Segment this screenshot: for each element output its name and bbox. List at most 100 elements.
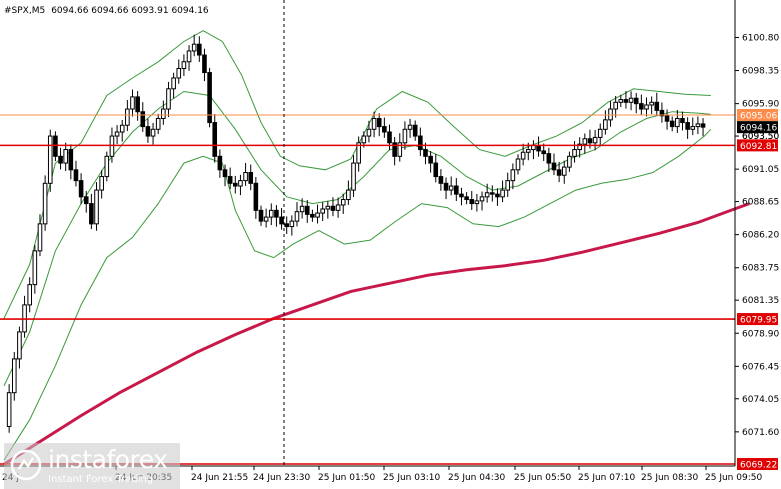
candle[interactable]: [423, 142, 428, 165]
candle[interactable]: [78, 173, 84, 205]
candle[interactable]: [104, 151, 110, 182]
candle[interactable]: [556, 161, 562, 183]
candle[interactable]: [669, 116, 675, 132]
candle[interactable]: [181, 54, 187, 76]
candle[interactable]: [469, 191, 475, 210]
candle[interactable]: [644, 97, 649, 117]
candle[interactable]: [248, 164, 254, 191]
candle[interactable]: [32, 245, 38, 294]
candle[interactable]: [89, 193, 94, 230]
candle[interactable]: [592, 129, 598, 151]
candle[interactable]: [47, 129, 53, 192]
candle[interactable]: [448, 176, 454, 196]
candle[interactable]: [27, 277, 32, 313]
candle[interactable]: [83, 191, 89, 213]
candle[interactable]: [633, 92, 639, 114]
candle[interactable]: [505, 172, 511, 197]
candle[interactable]: [376, 113, 382, 137]
candle[interactable]: [495, 188, 500, 206]
candle[interactable]: [649, 96, 654, 115]
candle[interactable]: [654, 92, 660, 116]
candle[interactable]: [227, 167, 233, 190]
candle[interactable]: [197, 36, 202, 62]
candle[interactable]: [623, 91, 629, 109]
candle[interactable]: [428, 151, 433, 173]
candle[interactable]: [582, 133, 588, 154]
candle[interactable]: [155, 113, 161, 135]
candle[interactable]: [561, 160, 567, 184]
candle[interactable]: [11, 352, 17, 401]
candle[interactable]: [700, 118, 706, 137]
candle[interactable]: [6, 384, 12, 433]
candle[interactable]: [675, 109, 680, 133]
candle[interactable]: [366, 120, 372, 143]
candle[interactable]: [454, 178, 459, 202]
candle[interactable]: [94, 182, 99, 231]
candle[interactable]: [315, 204, 320, 224]
candle[interactable]: [233, 175, 238, 194]
candle[interactable]: [253, 176, 259, 219]
candle[interactable]: [397, 133, 403, 162]
candle[interactable]: [63, 142, 68, 172]
candle[interactable]: [690, 117, 696, 136]
candle[interactable]: [299, 198, 305, 219]
candle[interactable]: [567, 151, 572, 172]
candle[interactable]: [474, 193, 480, 212]
candle[interactable]: [274, 205, 279, 227]
candle[interactable]: [258, 205, 264, 226]
candle[interactable]: [639, 94, 644, 115]
candle[interactable]: [68, 144, 74, 180]
candle[interactable]: [479, 191, 485, 211]
candle[interactable]: [289, 215, 295, 236]
candle[interactable]: [58, 147, 63, 170]
candle[interactable]: [125, 99, 130, 132]
candle[interactable]: [73, 160, 79, 187]
candle[interactable]: [659, 102, 665, 123]
candle[interactable]: [268, 203, 274, 226]
candle[interactable]: [212, 114, 218, 163]
candle[interactable]: [407, 118, 413, 138]
candle[interactable]: [340, 193, 346, 214]
candle[interactable]: [412, 120, 418, 141]
candle[interactable]: [443, 177, 449, 200]
candle[interactable]: [42, 175, 48, 231]
candle[interactable]: [186, 45, 192, 71]
candle[interactable]: [202, 48, 207, 82]
candle[interactable]: [438, 169, 444, 191]
candle[interactable]: [541, 143, 547, 162]
candle[interactable]: [17, 326, 22, 369]
candle[interactable]: [577, 137, 582, 158]
candle[interactable]: [418, 127, 423, 156]
candle[interactable]: [433, 154, 439, 183]
candle[interactable]: [279, 208, 284, 230]
candle[interactable]: [500, 180, 505, 203]
candle[interactable]: [171, 72, 176, 99]
candle[interactable]: [608, 101, 613, 127]
candle[interactable]: [145, 118, 151, 143]
candle[interactable]: [150, 122, 156, 145]
candle[interactable]: [176, 59, 182, 84]
candle[interactable]: [346, 180, 351, 205]
candle[interactable]: [464, 192, 469, 205]
candle[interactable]: [520, 143, 526, 166]
candle[interactable]: [618, 94, 624, 108]
candle[interactable]: [613, 95, 618, 118]
candle[interactable]: [330, 197, 336, 217]
candle[interactable]: [238, 174, 243, 196]
candle[interactable]: [484, 183, 490, 203]
candle[interactable]: [99, 170, 104, 199]
candle[interactable]: [382, 117, 387, 138]
candle[interactable]: [546, 147, 552, 173]
candle[interactable]: [207, 67, 212, 128]
candle[interactable]: [166, 81, 171, 118]
candle[interactable]: [140, 102, 146, 132]
candle[interactable]: [685, 117, 690, 139]
candle[interactable]: [222, 164, 228, 187]
candle[interactable]: [310, 209, 315, 222]
candle[interactable]: [135, 91, 140, 121]
candle[interactable]: [392, 137, 397, 166]
candle[interactable]: [515, 154, 521, 175]
candle[interactable]: [217, 149, 223, 178]
candle[interactable]: [320, 202, 325, 222]
candle[interactable]: [356, 136, 361, 172]
